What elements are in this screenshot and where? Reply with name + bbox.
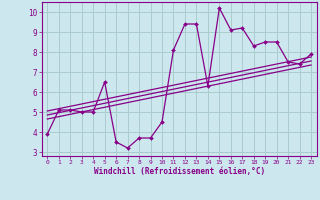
X-axis label: Windchill (Refroidissement éolien,°C): Windchill (Refroidissement éolien,°C) bbox=[94, 167, 265, 176]
